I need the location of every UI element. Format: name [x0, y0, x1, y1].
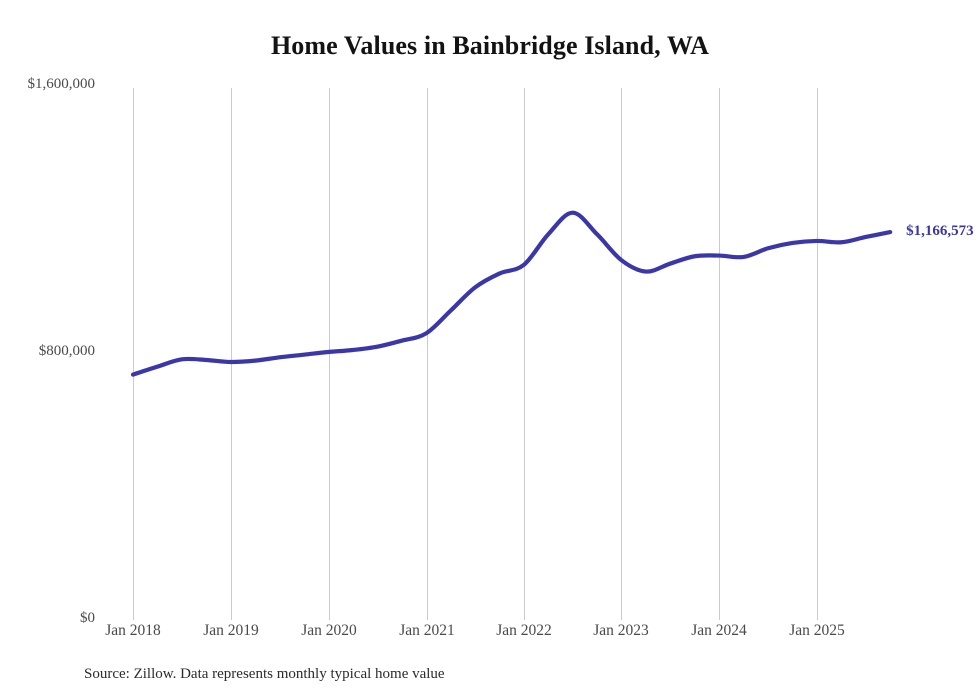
series-end-value-label: $1,166,573 — [906, 223, 974, 240]
gridline-jan-2021 — [427, 88, 428, 620]
gridline-jan-2022 — [524, 88, 525, 620]
gridline-jan-2019 — [231, 88, 232, 620]
gridline-jan-2025 — [817, 88, 818, 620]
x-tick-label-jan-2021: Jan 2021 — [399, 622, 455, 639]
x-tick-label-jan-2023: Jan 2023 — [593, 622, 649, 639]
y-tick-label-0: $0 — [80, 610, 95, 626]
gridline-jan-2024 — [719, 88, 720, 620]
chart-title: Home Values in Bainbridge Island, WA — [270, 31, 710, 60]
series-line-path — [130, 210, 893, 377]
gridline-jan-2018 — [133, 88, 134, 620]
x-tick-label-jan-2020: Jan 2020 — [301, 622, 357, 639]
x-tick-label-jan-2024: Jan 2024 — [691, 622, 747, 639]
x-tick-label-jan-2018: Jan 2018 — [105, 622, 161, 639]
x-axis: Jan 2018 Jan 2019 Jan 2020 Jan 2021 Jan … — [0, 622, 980, 648]
x-tick-label-jan-2025: Jan 2025 — [789, 622, 845, 639]
source-note: Source: Zillow. Data represents monthly … — [84, 666, 445, 682]
y-tick-label-800000: $800,000 — [38, 343, 95, 359]
x-tick-label-jan-2019: Jan 2019 — [203, 622, 259, 639]
gridline-jan-2023 — [621, 88, 622, 620]
y-tick-label-1600000: $1,600,000 — [27, 76, 96, 92]
y-axis: $1,600,000 $800,000 $0 — [0, 0, 96, 699]
x-tick-label-jan-2022: Jan 2022 — [496, 622, 552, 639]
